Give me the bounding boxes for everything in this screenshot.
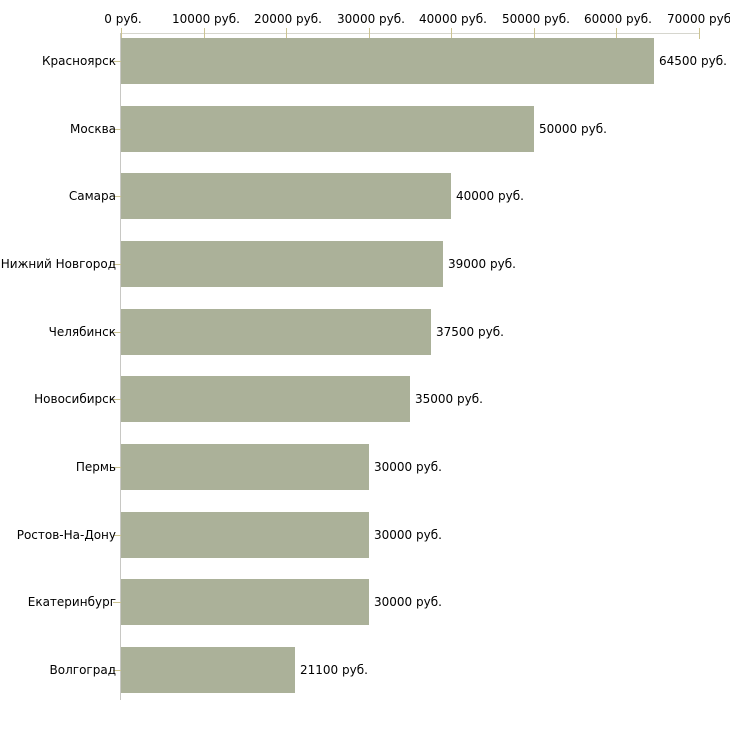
category-label: Нижний Новгород (0, 257, 116, 271)
x-axis-tick (286, 28, 287, 39)
category-label: Челябинск (48, 325, 116, 339)
x-axis-tick-label: 30000 руб. (337, 12, 405, 26)
x-axis-tick-label: 40000 руб. (419, 12, 487, 26)
x-axis-tick-label: 70000 руб. (667, 12, 730, 26)
category-label: Самара (68, 189, 116, 203)
value-label: 35000 руб. (415, 392, 483, 406)
y-axis-tick (113, 467, 121, 468)
x-axis-tick (616, 28, 617, 39)
bar (121, 647, 295, 693)
x-axis-tick-label: 60000 руб. (584, 12, 652, 26)
x-axis-tick (121, 28, 122, 39)
bar (121, 309, 431, 355)
bar (121, 38, 654, 84)
x-axis-tick (369, 28, 370, 39)
value-label: 30000 руб. (374, 528, 442, 542)
category-label: Новосибирск (34, 392, 116, 406)
value-label: 21100 руб. (300, 663, 368, 677)
y-axis-tick (113, 332, 121, 333)
category-label: Екатеринбург (27, 595, 116, 609)
y-axis-tick (113, 399, 121, 400)
value-label: 37500 руб. (436, 325, 504, 339)
value-label: 39000 руб. (448, 257, 516, 271)
bar (121, 579, 369, 625)
value-label: 64500 руб. (659, 54, 727, 68)
value-label: 30000 руб. (374, 460, 442, 474)
value-label: 50000 руб. (539, 122, 607, 136)
bar (121, 241, 443, 287)
y-axis-tick (113, 61, 121, 62)
x-axis-line (121, 33, 700, 34)
y-axis-tick (113, 129, 121, 130)
x-axis-tick-label: 0 руб. (104, 12, 142, 26)
value-label: 30000 руб. (374, 595, 442, 609)
category-label: Красноярск (42, 54, 116, 68)
value-label: 40000 руб. (456, 189, 524, 203)
bar (121, 173, 451, 219)
y-axis-tick (113, 535, 121, 536)
y-axis-tick (113, 670, 121, 671)
category-label: Ростов-На-Дону (16, 528, 116, 542)
bar (121, 106, 534, 152)
x-axis-tick-label: 50000 руб. (502, 12, 570, 26)
y-axis-tick (113, 602, 121, 603)
x-axis-tick (451, 28, 452, 39)
bar (121, 444, 369, 490)
bar (121, 512, 369, 558)
y-axis-tick (113, 196, 121, 197)
y-axis-tick (113, 264, 121, 265)
category-label: Москва (70, 122, 116, 136)
category-label: Пермь (75, 460, 116, 474)
x-axis-tick-label: 20000 руб. (254, 12, 322, 26)
x-axis-tick (699, 28, 700, 39)
x-axis-tick-label: 10000 руб. (172, 12, 240, 26)
x-axis-tick (204, 28, 205, 39)
bar (121, 376, 410, 422)
x-axis-tick (534, 28, 535, 39)
category-label: Волгоград (49, 663, 116, 677)
y-axis-line (120, 33, 121, 700)
